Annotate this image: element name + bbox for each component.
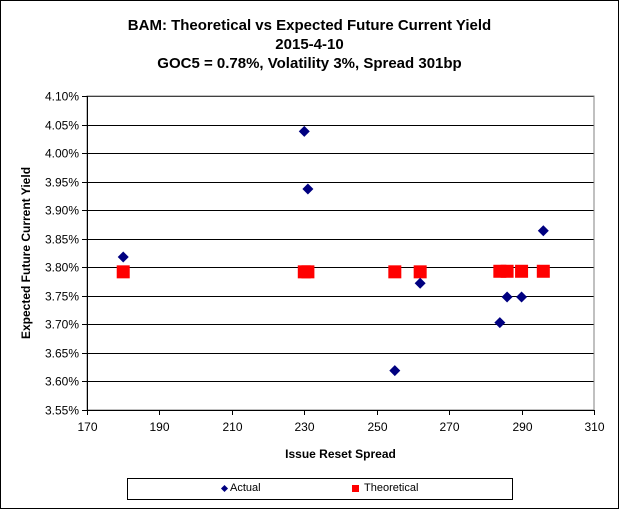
x-tick-label: 270 <box>439 420 459 434</box>
theoretical-point <box>536 264 550 278</box>
y-tick-label: 3.80% <box>45 261 79 275</box>
legend-entry-theoretical: Theoretical <box>352 482 418 494</box>
legend-label-actual: Actual <box>230 482 261 494</box>
legend-label-theoretical: Theoretical <box>364 482 419 494</box>
legend: Actual Theoretical <box>127 478 513 500</box>
theoretical-point <box>515 264 529 278</box>
gridlines <box>87 96 594 382</box>
chart-title-line-3: GOC5 = 0.78%, Volatility 3%, Spread 301b… <box>157 55 462 72</box>
actual-point <box>537 225 549 237</box>
actual-point <box>501 291 513 303</box>
y-tick-label: 3.95% <box>45 176 79 190</box>
diamond-marker-icon <box>220 484 229 492</box>
y-axis-title: Expected Future Current Yield <box>19 167 33 339</box>
y-tick-label: 3.75% <box>45 290 79 304</box>
square-marker-icon <box>352 484 359 492</box>
tick-labels: 3.55% 3.60% 3.65% 3.70% 3.75% 3.80% 3.85% 3.90%… <box>45 90 605 435</box>
actual-point <box>414 277 426 289</box>
theoretical-point <box>301 265 315 279</box>
y-tick-label: 3.55% <box>45 404 79 418</box>
actual-point <box>298 125 310 137</box>
plot-area <box>86 95 595 411</box>
chart-title-line-1: BAM: Theoretical vs Expected Future Curr… <box>127 17 492 34</box>
y-tick-label: 3.60% <box>45 375 79 389</box>
y-tick-label: 4.10% <box>45 90 79 104</box>
theoretical-point <box>116 265 130 279</box>
theoretical-point <box>413 265 427 279</box>
y-tick-label: 3.85% <box>45 233 79 247</box>
legend-entry-actual: Actual <box>220 482 261 494</box>
y-tick-label: 3.65% <box>45 347 79 361</box>
actual-point <box>302 183 314 195</box>
data-series <box>116 125 550 377</box>
x-tick-label: 190 <box>149 420 169 434</box>
x-tick-label: 290 <box>512 420 532 434</box>
theoretical-point <box>388 265 402 279</box>
x-tick-label: 230 <box>294 420 314 434</box>
y-tick-label: 3.90% <box>45 204 79 218</box>
actual-point <box>389 365 401 377</box>
y-tick-label: 4.05% <box>45 119 79 133</box>
theoretical-point <box>500 264 514 278</box>
actual-point <box>117 251 129 263</box>
x-axis-title: Issue Reset Spread <box>285 447 396 461</box>
y-tick-label: 4.00% <box>45 147 79 161</box>
x-tick-label: 310 <box>584 420 604 434</box>
y-tick-label: 3.70% <box>45 318 79 332</box>
chart-title-line-2: 2015-4-10 <box>275 36 344 53</box>
x-tick-label: 170 <box>77 420 97 434</box>
actual-point <box>516 291 528 303</box>
x-tick-label: 250 <box>367 420 387 434</box>
axes <box>82 96 595 415</box>
actual-point <box>494 317 506 329</box>
x-tick-label: 210 <box>222 420 242 434</box>
